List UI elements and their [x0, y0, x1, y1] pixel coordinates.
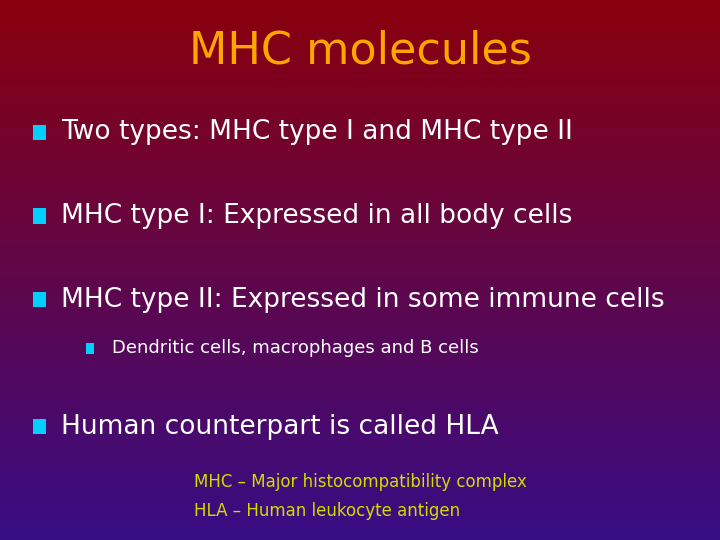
Text: MHC type II: Expressed in some immune cells: MHC type II: Expressed in some immune ce… — [61, 287, 665, 313]
Bar — [33, 419, 46, 434]
Text: Human counterpart is called HLA: Human counterpart is called HLA — [61, 414, 499, 440]
Bar — [33, 125, 46, 140]
Bar — [86, 343, 94, 354]
Bar — [33, 292, 46, 307]
Text: MHC molecules: MHC molecules — [189, 30, 531, 73]
Text: MHC – Major histocompatibility complex
HLA – Human leukocyte antigen: MHC – Major histocompatibility complex H… — [194, 473, 527, 521]
Bar — [33, 208, 46, 224]
Text: Two types: MHC type I and MHC type II: Two types: MHC type I and MHC type II — [61, 119, 573, 145]
Text: Dendritic cells, macrophages and B cells: Dendritic cells, macrophages and B cells — [112, 339, 478, 357]
Text: MHC type I: Expressed in all body cells: MHC type I: Expressed in all body cells — [61, 203, 572, 229]
